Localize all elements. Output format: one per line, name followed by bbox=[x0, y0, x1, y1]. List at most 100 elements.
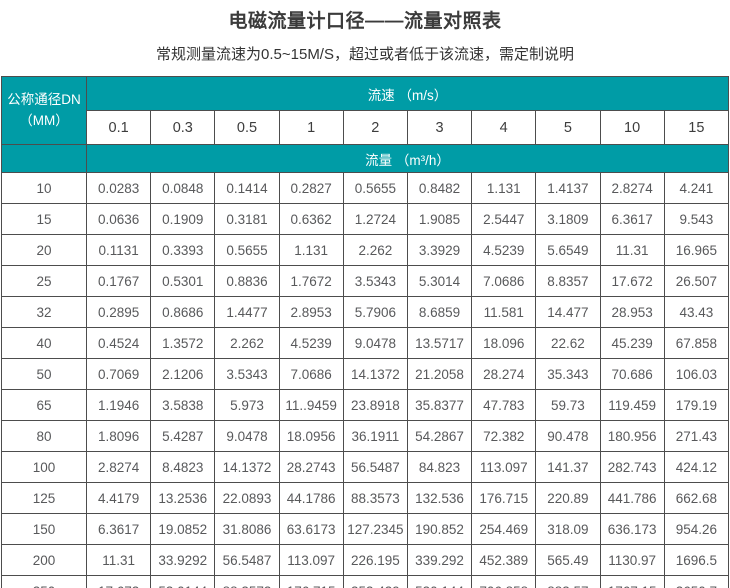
flow-value-cell: 0.0636 bbox=[85, 203, 152, 235]
flow-value-cell: 1.131 bbox=[471, 172, 537, 204]
velocity-values-row: 0.1 0.3 0.5 1 2 3 4 5 10 15 bbox=[2, 110, 730, 145]
flow-value-cell: 254.469 bbox=[471, 513, 537, 545]
flow-value-cell: 9.543 bbox=[663, 203, 730, 235]
flow-value-cell: 5.4287 bbox=[150, 420, 216, 452]
flow-value-cell: 13.5717 bbox=[406, 327, 473, 359]
flow-value-cell: 4.4179 bbox=[85, 482, 152, 514]
flow-value-cell: 530.144 bbox=[406, 575, 473, 588]
table-row: 100 2.8274 8.4823 14.1372 28.2743 56.5487 84.8… bbox=[1, 451, 730, 483]
flow-value-cell: 31.8086 bbox=[214, 513, 280, 545]
corner-header-line2: （MM） bbox=[19, 112, 69, 128]
flow-value-cell: 282.743 bbox=[599, 451, 665, 483]
flow-value-cell: 19.0852 bbox=[150, 513, 216, 545]
flow-value-cell: 1.131 bbox=[278, 234, 344, 266]
flow-value-cell: 63.6173 bbox=[278, 513, 344, 545]
flow-value-cell: 127.2345 bbox=[342, 513, 408, 545]
flow-value-cell: 452.389 bbox=[471, 544, 537, 576]
flow-value-cell: 5.7906 bbox=[342, 296, 408, 328]
dn-cell: 15 bbox=[1, 203, 87, 235]
flow-value-cell: 176.715 bbox=[471, 482, 537, 514]
flow-value-cell: 0.5655 bbox=[214, 234, 280, 266]
flow-value-cell: 8.6859 bbox=[406, 296, 473, 328]
flow-value-cell: 67.858 bbox=[663, 327, 730, 359]
corner-header-line1: 公称通径DN bbox=[7, 91, 81, 107]
flow-value-cell: 2.8953 bbox=[278, 296, 344, 328]
flow-value-cell: 88.3573 bbox=[342, 482, 408, 514]
flow-value-cell: 954.26 bbox=[663, 513, 730, 545]
flow-value-cell: 180.956 bbox=[599, 420, 665, 452]
flow-value-cell: 662.68 bbox=[663, 482, 730, 514]
flow-value-cell: 56.5487 bbox=[342, 451, 408, 483]
flow-value-cell: 113.097 bbox=[278, 544, 344, 576]
flow-value-cell: 3.3929 bbox=[406, 234, 473, 266]
flow-value-cell: 28.274 bbox=[471, 358, 537, 390]
flow-value-cell: 1.3572 bbox=[150, 327, 216, 359]
dn-cell: 250 bbox=[1, 575, 87, 588]
flow-value-cell: 119.459 bbox=[599, 389, 665, 421]
dn-cell: 150 bbox=[1, 513, 87, 545]
flow-value-cell: 706.858 bbox=[471, 575, 537, 588]
velocity-cell: 1 bbox=[278, 110, 344, 145]
velocity-cell: 10 bbox=[599, 110, 665, 145]
flow-value-cell: 2.262 bbox=[342, 234, 408, 266]
flow-value-cell: 23.8918 bbox=[342, 389, 408, 421]
page-subtitle: 常规测量流速为0.5~15M/S，超过或者低于该流速，需定制说明 bbox=[156, 46, 574, 63]
flow-value-cell: 26.507 bbox=[663, 265, 730, 297]
dn-cell: 40 bbox=[1, 327, 87, 359]
corner-header-dn: 公称通径DN （MM） bbox=[1, 76, 87, 145]
flow-value-cell: 6.3617 bbox=[85, 513, 152, 545]
table-row: 25017.67253.014488.3573176.715353.429530… bbox=[1, 575, 730, 588]
flow-value-cell: 0.3393 bbox=[150, 234, 216, 266]
flow-value-cell: 28.2743 bbox=[278, 451, 344, 483]
table-row: 200 11.31 33.9292 56.5487 113.097 226.195 339.… bbox=[1, 544, 730, 576]
velocity-cell: 4 bbox=[471, 110, 537, 145]
flow-value-cell: 1.4137 bbox=[535, 172, 601, 204]
flow-value-cell: 0.1767 bbox=[85, 265, 152, 297]
table-row: 15 0.0636 0.1909 0.3181 0.6362 1.2724 1.9085 2.… bbox=[1, 203, 730, 235]
table-row: 80 1.8096 5.4287 9.0478 18.0956 36.1911 54.286… bbox=[1, 420, 730, 452]
flow-value-cell: 7.0686 bbox=[278, 358, 344, 390]
flow-value-cell: 59.73 bbox=[535, 389, 601, 421]
flow-value-cell: 0.1414 bbox=[214, 172, 280, 204]
velocity-cell: 0.3 bbox=[150, 110, 216, 145]
flow-value-cell: 70.686 bbox=[599, 358, 665, 390]
flow-value-cell: 5.6549 bbox=[535, 234, 601, 266]
flow-value-cell: 43.43 bbox=[663, 296, 730, 328]
flow-value-cell: 54.2867 bbox=[406, 420, 473, 452]
flow-value-cell: 0.0283 bbox=[85, 172, 152, 204]
flow-value-cell: 1.9085 bbox=[406, 203, 473, 235]
dn-cell: 200 bbox=[1, 544, 87, 576]
flow-value-cell: 3.5838 bbox=[150, 389, 216, 421]
flow-value-cell: 0.2827 bbox=[278, 172, 344, 204]
flow-value-cell: 21.2058 bbox=[406, 358, 473, 390]
flow-value-cell: 226.195 bbox=[342, 544, 408, 576]
flow-value-cell: 35.343 bbox=[535, 358, 601, 390]
flow-value-cell: 179.19 bbox=[663, 389, 730, 421]
flow-value-cell: 4.5239 bbox=[471, 234, 537, 266]
flow-value-cell: 56.5487 bbox=[214, 544, 280, 576]
flow-value-cell: 90.478 bbox=[535, 420, 601, 452]
flow-value-cell: 2.262 bbox=[214, 327, 280, 359]
dn-cell: 50 bbox=[1, 358, 87, 390]
flow-header: 流量 （m³/h） bbox=[86, 144, 729, 173]
flow-value-cell: 0.8836 bbox=[214, 265, 280, 297]
flow-value-cell: 3.5343 bbox=[342, 265, 408, 297]
flow-value-cell: 0.7069 bbox=[85, 358, 152, 390]
flow-value-cell: 883.57 bbox=[535, 575, 601, 588]
flow-value-cell: 141.37 bbox=[535, 451, 601, 483]
flow-value-cell: 1130.97 bbox=[599, 544, 665, 576]
table-row: 125 4.4179 13.2536 22.0893 44.1786 88.3573 132… bbox=[1, 482, 730, 514]
flow-value-cell: 17.672 bbox=[85, 575, 152, 588]
flow-value-cell: 11.581 bbox=[471, 296, 537, 328]
flow-value-cell: 14.477 bbox=[535, 296, 601, 328]
flow-value-cell: 72.382 bbox=[471, 420, 537, 452]
flow-value-cell: 0.3181 bbox=[214, 203, 280, 235]
page-title: 电磁流量计口径——流量对照表 bbox=[228, 11, 502, 32]
flow-value-cell: 565.49 bbox=[535, 544, 601, 576]
flow-value-cell: 17.672 bbox=[599, 265, 665, 297]
flow-value-cell: 0.8482 bbox=[406, 172, 473, 204]
flow-value-cell: 9.0478 bbox=[342, 327, 408, 359]
flow-value-cell: 4.241 bbox=[663, 172, 730, 204]
flow-value-cell: 13.2536 bbox=[150, 482, 216, 514]
flow-value-cell: 1.7672 bbox=[278, 265, 344, 297]
